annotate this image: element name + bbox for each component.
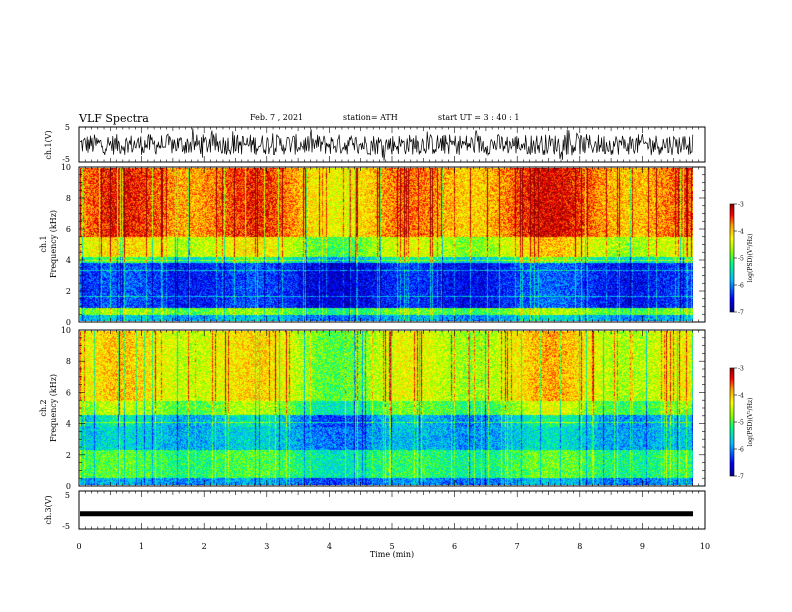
ch3-ticks <box>78 491 706 529</box>
y-tick-label: 8 <box>66 194 71 203</box>
x-tick-label: 4 <box>327 542 332 551</box>
ch2-colorbar: -3 -4 -5 -6 -7 log(PSD)(V²/Hz) <box>729 366 754 481</box>
ch1-spec-ylabel-frequency: Frequency (kHz) <box>49 210 58 278</box>
ch2-spec-ylabel-frequency: Frequency (kHz) <box>49 374 58 442</box>
y-tick-label: 0 <box>66 482 71 491</box>
x-tick-label: 3 <box>264 542 269 551</box>
y-tick-label: 10 <box>61 326 71 335</box>
x-axis-label: Time (min) <box>370 550 414 559</box>
colorbar-tick-label: -7 <box>738 310 744 317</box>
x-tick-label: 0 <box>76 542 81 551</box>
ch1-colorbar-label: log(PSD)(V²/Hz) <box>747 234 754 283</box>
x-tick-label: 7 <box>515 542 520 551</box>
ch2-spec-ylabel-channel: ch.2 <box>39 399 48 416</box>
ch3-ylabel: ch.3(V) <box>44 495 53 524</box>
y-tick-label: 10 <box>61 163 71 172</box>
x-tick-label: 10 <box>700 542 710 551</box>
figure-title: VLF Spectra <box>79 112 149 125</box>
ch1-waveform-panel: 5 -5 ch.1(V) <box>44 123 706 164</box>
ch3-ytick-bottom: -5 <box>62 522 70 531</box>
colorbar-tick-label: -4 <box>738 393 744 400</box>
start-time-label: start UT = 3 : 40 : 1 <box>438 113 520 122</box>
y-tick-label: 2 <box>66 451 71 460</box>
x-tick-label: 8 <box>577 542 582 551</box>
colorbar-tick-label: -5 <box>738 420 744 427</box>
ch1-colorbar: -3 -4 -5 -6 -7 log(PSD)(V²/Hz) <box>729 202 754 317</box>
colorbar-tick-label: -6 <box>738 447 744 454</box>
ch3-waveform-panel: 5 -5 ch.3(V) 0 1 2 3 4 5 6 7 8 9 10 Time (min) <box>44 490 710 559</box>
ch1-spectrogram-panel: 0 2 4 6 8 10 ch.1 Frequency (kHz) <box>39 163 706 327</box>
station-label: station= ATH <box>343 113 398 122</box>
y-tick-label: 6 <box>66 225 71 234</box>
y-tick-label: 4 <box>66 256 71 265</box>
ch2-spectrogram-panel: 0 2 4 6 8 10 ch.2 Frequency (kHz) <box>39 326 706 491</box>
ch2-spectrogram-ticks <box>78 329 706 487</box>
y-tick-label: 0 <box>66 318 71 327</box>
ch2-spectrogram-ytick-labels: 0 2 4 6 8 10 <box>61 326 71 491</box>
colorbar-tick-label: -7 <box>738 474 744 481</box>
ch1-spec-ylabel-channel: ch.1 <box>39 235 48 252</box>
colorbar-tick-label: -6 <box>738 283 744 290</box>
x-tick-label: 9 <box>640 542 645 551</box>
y-tick-label: 6 <box>66 388 71 397</box>
ch1-ytick-bottom: -5 <box>62 155 70 164</box>
ch1-ticks <box>78 127 706 162</box>
colorbar-tick-label: -5 <box>738 256 744 263</box>
x-tick-label: 5 <box>389 542 394 551</box>
ch1-spectrogram-ytick-labels: 0 2 4 6 8 10 <box>61 163 71 327</box>
y-tick-label: 8 <box>66 357 71 366</box>
ch1-colorbar-ticks: -3 -4 -5 -6 -7 <box>734 202 744 317</box>
ch1-spectrogram-image <box>80 168 693 321</box>
colorbar-tick-label: -4 <box>738 229 744 236</box>
ch2-colorbar-label: log(PSD)(V²/Hz) <box>747 398 754 447</box>
ch1-waveform-line <box>79 128 694 161</box>
colorbar-tick-label: -3 <box>738 202 744 209</box>
y-tick-label: 4 <box>66 420 71 429</box>
ch1-ytick-top: 5 <box>65 123 70 132</box>
date-label: Feb. 7 , 2021 <box>250 113 304 122</box>
ch2-colorbar-ticks: -3 -4 -5 -6 -7 <box>734 366 744 481</box>
ch2-spectrogram-image <box>80 331 693 485</box>
y-tick-label: 2 <box>66 287 71 296</box>
x-tick-label: 6 <box>452 542 457 551</box>
ch1-ylabel: ch.1(V) <box>44 130 53 159</box>
ch1-spectrogram-ticks <box>78 166 706 323</box>
x-tick-label: 2 <box>202 542 207 551</box>
x-tick-labels: 0 1 2 3 4 5 6 7 8 9 10 <box>76 542 710 551</box>
ch3-ytick-top: 5 <box>65 491 70 500</box>
colorbar-tick-label: -3 <box>738 366 744 373</box>
x-tick-label: 1 <box>139 542 144 551</box>
